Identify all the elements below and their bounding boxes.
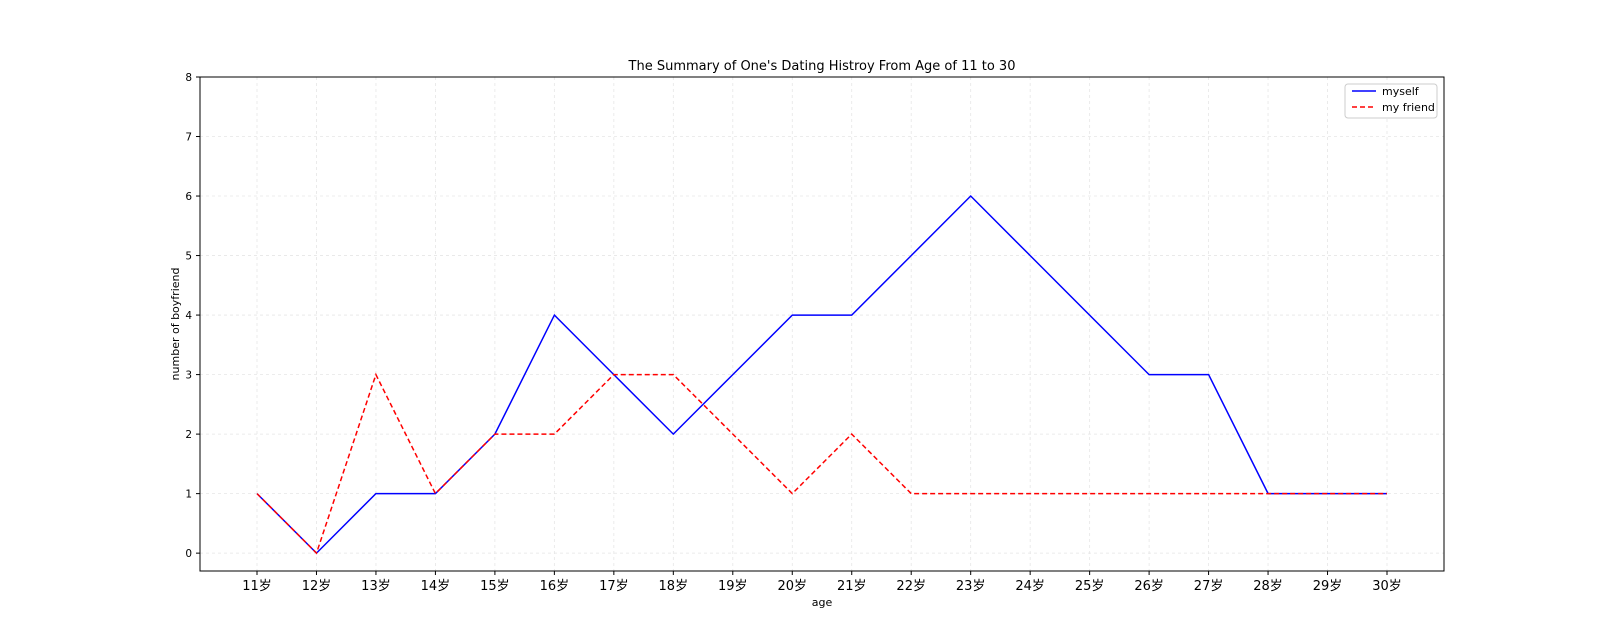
y-tick-label: 3 bbox=[185, 370, 192, 382]
plot-frame bbox=[199, 76, 1445, 572]
y-tick-label: 8 bbox=[185, 72, 192, 84]
x-tick-label: 18岁 bbox=[659, 579, 689, 594]
x-tick-label: 28岁 bbox=[1253, 579, 1283, 594]
legend-box bbox=[1344, 83, 1438, 119]
x-tick-label: 26岁 bbox=[1134, 579, 1164, 594]
x-tick-label: 22岁 bbox=[896, 579, 926, 594]
legend-label-myself: myself bbox=[1382, 85, 1420, 98]
legend-label-my-friend: my friend bbox=[1382, 101, 1435, 114]
y-tick-label: 0 bbox=[185, 548, 192, 560]
x-tick-label: 23岁 bbox=[956, 579, 986, 594]
x-axis-label: age bbox=[812, 596, 833, 609]
x-tick-label: 30岁 bbox=[1372, 579, 1402, 594]
legend: myself my friend bbox=[1344, 83, 1438, 119]
x-tick-label: 20岁 bbox=[777, 579, 807, 594]
grid bbox=[200, 76, 1444, 571]
x-tick-label: 15岁 bbox=[480, 579, 510, 594]
x-tick-label: 27岁 bbox=[1194, 579, 1224, 594]
x-tick-label: 14岁 bbox=[421, 579, 451, 594]
axis-ticks: 0 1 2 3 4 5 6 7 8 11岁 12岁 13岁 14岁 15岁 16岁 17岁 18岁 19岁 20岁 2… bbox=[185, 72, 1401, 594]
y-tick-label: 5 bbox=[185, 251, 192, 263]
y-axis-label: number of boyfriend bbox=[169, 268, 182, 381]
x-tick-label: 13岁 bbox=[361, 579, 391, 594]
x-tick-label: 19岁 bbox=[718, 579, 748, 594]
x-tick-label: 11岁 bbox=[242, 579, 272, 594]
series-lines bbox=[256, 194, 1387, 555]
x-tick-label: 24岁 bbox=[1015, 579, 1045, 594]
x-tick-label: 16岁 bbox=[540, 579, 570, 594]
y-tick-label: 2 bbox=[185, 429, 192, 441]
y-tick-label: 7 bbox=[185, 132, 192, 144]
y-tick-label: 4 bbox=[185, 310, 192, 322]
chart-title: The Summary of One's Dating Histroy From… bbox=[628, 59, 1016, 74]
series-line-my-friend bbox=[256, 372, 1387, 555]
x-tick-label: 29岁 bbox=[1313, 579, 1343, 594]
y-tick-label: 1 bbox=[185, 489, 192, 501]
x-tick-label: 21岁 bbox=[837, 579, 867, 594]
x-tick-label: 25岁 bbox=[1075, 579, 1105, 594]
y-tick-label: 6 bbox=[185, 191, 192, 203]
x-tick-label: 12岁 bbox=[302, 579, 332, 594]
x-tick-label: 17岁 bbox=[599, 579, 629, 594]
